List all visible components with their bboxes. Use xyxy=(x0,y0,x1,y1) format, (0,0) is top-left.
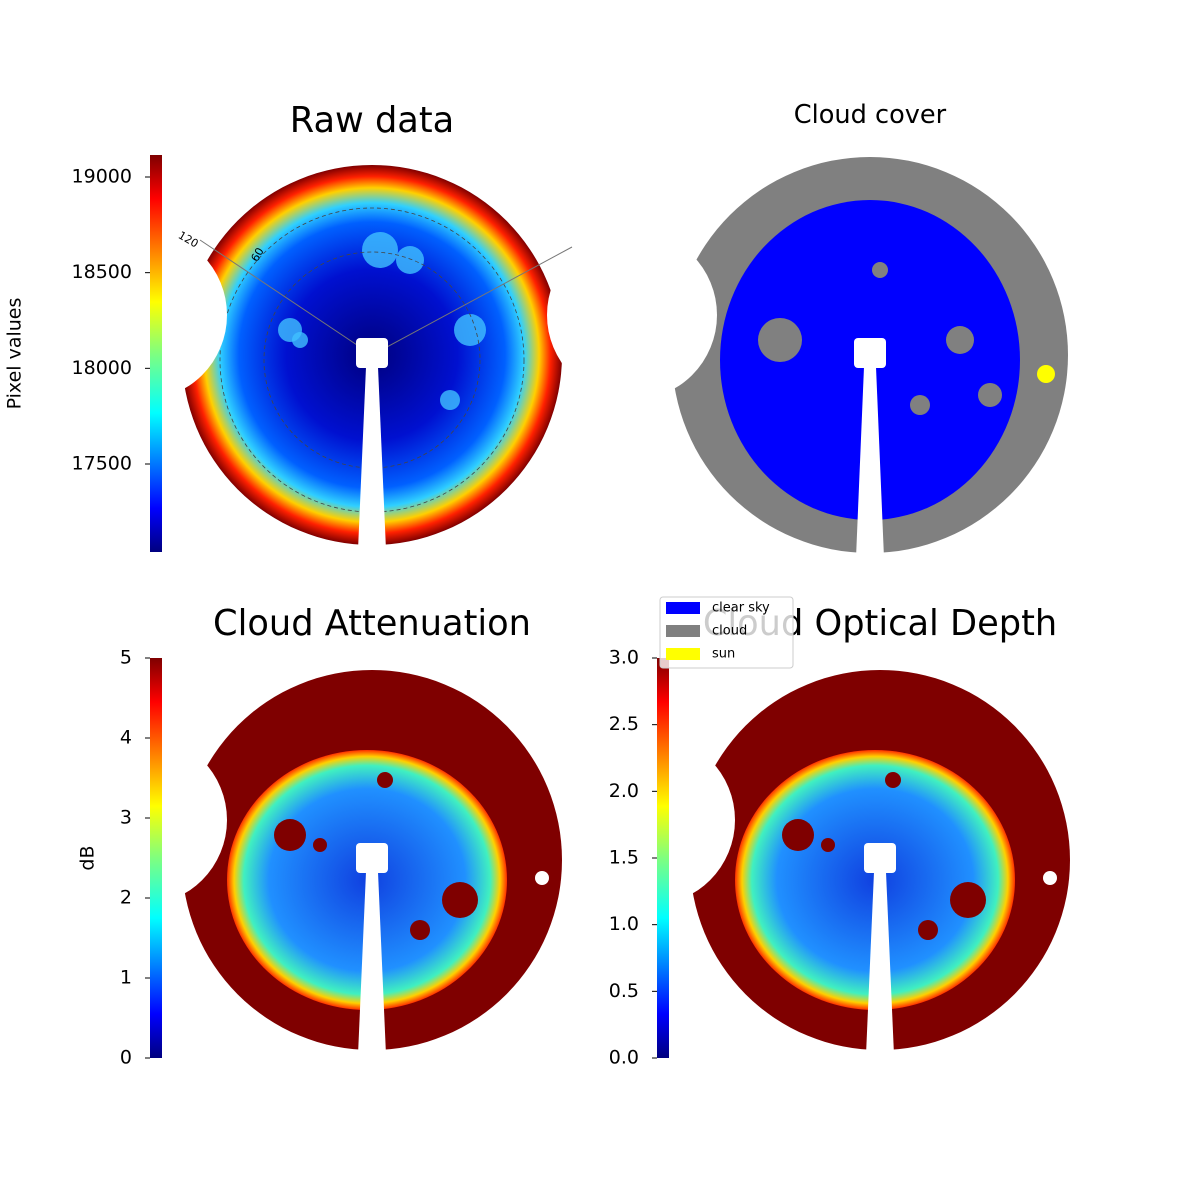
colorbar-tick-label: 1.5 xyxy=(609,847,639,869)
legend-label: cloud xyxy=(712,624,747,639)
colorbar-tick-label: 18500 xyxy=(72,261,132,283)
cloud-blob xyxy=(362,232,398,268)
colorbar-tick-label: 0 xyxy=(120,1047,132,1069)
colorbar-tick-label: 3.0 xyxy=(609,647,639,669)
panel-title: Raw data xyxy=(290,100,454,141)
cloud-blob xyxy=(313,838,327,852)
cloud-blob xyxy=(396,246,424,274)
colorbar-tick-label: 0.5 xyxy=(609,980,639,1002)
sky-image xyxy=(547,157,1068,558)
legend: clear sky cloud sun xyxy=(659,596,794,669)
mast-mask xyxy=(866,872,894,1055)
sun-mask xyxy=(1043,871,1057,885)
mast-head xyxy=(356,843,388,873)
colorbar-tick-label: 18000 xyxy=(72,357,132,379)
cloud-blob xyxy=(274,819,306,851)
colorbar-tick-label: 0.0 xyxy=(609,1047,639,1069)
colorbar-label: dB xyxy=(77,845,99,870)
colorbar-tick-label: 3 xyxy=(120,807,132,829)
colorbar-tick-label: 2.5 xyxy=(609,713,639,735)
cloud-blob xyxy=(454,314,486,346)
colorbar xyxy=(150,658,162,1058)
cloud-blob xyxy=(758,318,802,362)
horizon-mask xyxy=(547,230,717,400)
cloud-blob xyxy=(946,326,974,354)
horizon-mask xyxy=(57,230,227,400)
colorbar-tick-label: 1 xyxy=(120,967,132,989)
colorbar-tick-label: 1.0 xyxy=(609,913,639,935)
cloud-blob xyxy=(918,920,938,940)
mast-mask xyxy=(856,367,884,558)
cloud-blob xyxy=(292,332,308,348)
sky-image xyxy=(57,670,562,1055)
colorbar-tick-label: 4 xyxy=(120,727,132,749)
mast-head xyxy=(356,338,388,368)
cloud-blob xyxy=(910,395,930,415)
mast-head xyxy=(854,338,886,368)
colorbar-label: Pixel values xyxy=(4,298,26,410)
azimuth-line xyxy=(371,246,573,356)
horizon-mask xyxy=(57,735,227,905)
colorbar-tick-label: 17500 xyxy=(72,452,132,474)
legend-swatch xyxy=(666,602,700,614)
colorbar-tick-label: 19000 xyxy=(72,166,132,188)
legend-label: clear sky xyxy=(712,601,770,616)
horizon-mask xyxy=(565,735,735,905)
cloud-blob xyxy=(782,819,814,851)
cloud-blob xyxy=(440,390,460,410)
colorbar xyxy=(150,155,162,552)
colorbar-tick-label: 2.0 xyxy=(609,780,639,802)
cloud-blob xyxy=(442,882,478,918)
legend-swatch xyxy=(666,648,700,660)
azimuth-line xyxy=(199,239,373,356)
cloud-blob xyxy=(872,262,888,278)
colorbar-tick-label: 2 xyxy=(120,887,132,909)
cloud-blob xyxy=(885,772,901,788)
cloud-blob xyxy=(377,772,393,788)
sun-mask xyxy=(535,871,549,885)
sky-image xyxy=(565,670,1070,1055)
legend-swatch xyxy=(666,625,700,637)
sun-marker xyxy=(1037,365,1055,383)
colorbar xyxy=(657,658,669,1058)
cloud-blob xyxy=(410,920,430,940)
cloud-blob xyxy=(978,383,1002,407)
mast-head xyxy=(864,843,896,873)
mast-mask xyxy=(358,367,386,550)
mast-mask xyxy=(358,872,386,1055)
panel-title: Cloud cover xyxy=(794,100,947,130)
cloud-blob xyxy=(821,838,835,852)
cloud-blob xyxy=(950,882,986,918)
annotation: 60 xyxy=(248,245,266,264)
colorbar-tick-label: 5 xyxy=(120,647,132,669)
panel-title: Cloud Attenuation xyxy=(213,603,531,644)
legend-label: sun xyxy=(712,647,735,662)
